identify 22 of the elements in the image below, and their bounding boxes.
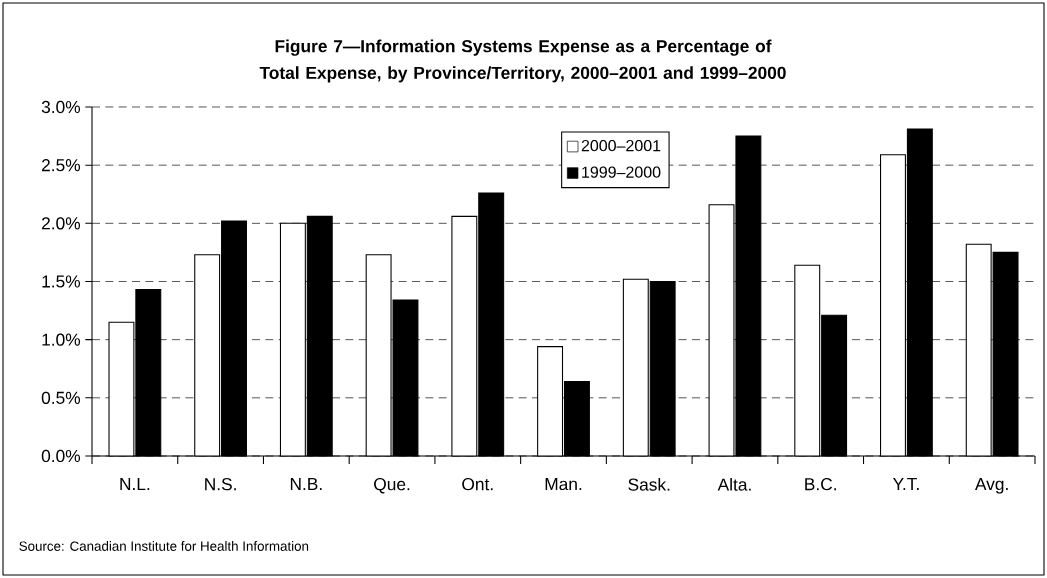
x-tick-label: Que. [374, 478, 410, 494]
x-tick-label: Ont. [462, 478, 493, 491]
legend-label: 1999–2000 [582, 166, 661, 178]
y-tick-label: 0.0% [41, 449, 81, 463]
x-tick-label: Man. [545, 478, 582, 491]
x-tick-label: Y.T. [892, 478, 919, 490]
x-tick-label: N.B. [290, 478, 322, 490]
x-tick-label: Sask. [628, 478, 670, 491]
legend-label: 2000–2001 [581, 139, 661, 152]
x-tick-label: Alta. [717, 478, 751, 491]
x-tick-label: N.S. [205, 478, 236, 491]
y-tick-label: 2.0% [42, 217, 81, 230]
y-tick-label: 1.5% [42, 275, 81, 288]
chart-title: Figure 7—Information Systems Expense as a Percentage of Total Expense, by Province/Territory, 2000–2001 and 1999–2000 [259, 39, 786, 83]
x-tick-label: N.L. [120, 478, 150, 490]
source-note: Source: Canadian Institute for Health Information [19, 541, 309, 551]
y-tick-label: 0.5% [41, 391, 81, 404]
x-tick-label: Avg. [974, 478, 1008, 494]
y-tick-label: 3.0% [41, 100, 81, 114]
y-tick-label: 1.0% [42, 333, 81, 346]
x-tick-label: B.C. [805, 478, 836, 491]
y-tick-label: 2.5% [42, 159, 81, 172]
